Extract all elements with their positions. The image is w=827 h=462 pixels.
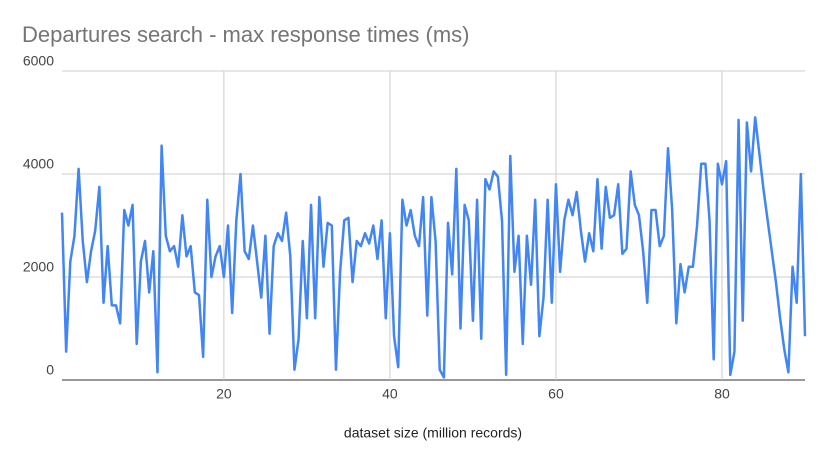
x-tick-label: 60 (548, 386, 564, 402)
y-tick-label: 4000 (23, 156, 54, 172)
x-tick-label: 80 (714, 386, 730, 402)
chart-title: Departures search - max response times (… (22, 22, 469, 47)
x-tick-label: 40 (382, 386, 398, 402)
y-tick-label: 2000 (23, 259, 54, 275)
y-tick-label: 6000 (23, 53, 54, 69)
x-tick-label: 20 (216, 386, 232, 402)
y-tick-label: 0 (46, 362, 54, 378)
x-axis-label: dataset size (million records) (344, 425, 522, 441)
line (60, 116, 807, 379)
